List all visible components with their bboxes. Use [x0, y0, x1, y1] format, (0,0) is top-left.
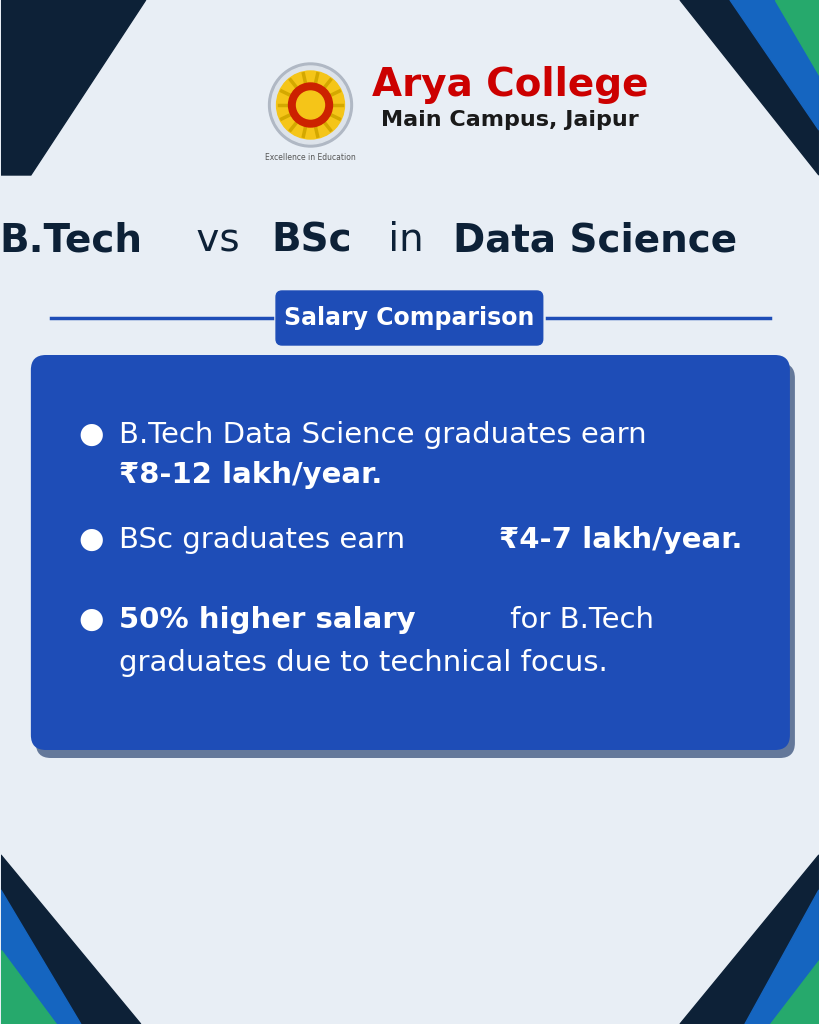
Text: Excellence in Education: Excellence in Education	[265, 153, 356, 162]
Circle shape	[296, 91, 324, 119]
Polygon shape	[1, 950, 56, 1024]
Polygon shape	[745, 890, 819, 1024]
Text: ●: ●	[78, 606, 103, 634]
Text: Arya College: Arya College	[372, 66, 649, 104]
Circle shape	[272, 66, 350, 144]
Polygon shape	[730, 0, 819, 130]
FancyBboxPatch shape	[36, 362, 795, 758]
Text: for B.Tech: for B.Tech	[501, 606, 654, 634]
Text: vs: vs	[184, 221, 252, 259]
Text: ●: ●	[78, 526, 103, 554]
Text: B.Tech Data Science graduates earn: B.Tech Data Science graduates earn	[119, 421, 646, 449]
Circle shape	[288, 83, 333, 127]
Polygon shape	[775, 0, 819, 75]
Text: BSc: BSc	[272, 221, 352, 259]
Text: BSc graduates earn: BSc graduates earn	[119, 526, 414, 554]
Polygon shape	[770, 961, 819, 1024]
Polygon shape	[1, 855, 141, 1024]
Text: 50% higher salary: 50% higher salary	[119, 606, 415, 634]
Text: ₹8-12 lakh/year.: ₹8-12 lakh/year.	[119, 461, 382, 489]
Polygon shape	[680, 0, 819, 175]
Text: ●: ●	[78, 421, 103, 449]
Text: in: in	[376, 221, 436, 259]
FancyBboxPatch shape	[276, 291, 543, 345]
Polygon shape	[680, 855, 819, 1024]
Text: graduates due to technical focus.: graduates due to technical focus.	[119, 649, 608, 677]
Circle shape	[269, 63, 352, 147]
Text: Salary Comparison: Salary Comparison	[284, 306, 535, 330]
Circle shape	[277, 71, 345, 139]
FancyBboxPatch shape	[31, 355, 790, 750]
Text: Main Campus, Jaipur: Main Campus, Jaipur	[382, 110, 639, 130]
Text: Data Science: Data Science	[453, 221, 737, 259]
Text: B.Tech: B.Tech	[0, 221, 143, 259]
Polygon shape	[1, 890, 81, 1024]
Polygon shape	[1, 0, 146, 175]
Text: ₹4-7 lakh/year.: ₹4-7 lakh/year.	[500, 526, 743, 554]
